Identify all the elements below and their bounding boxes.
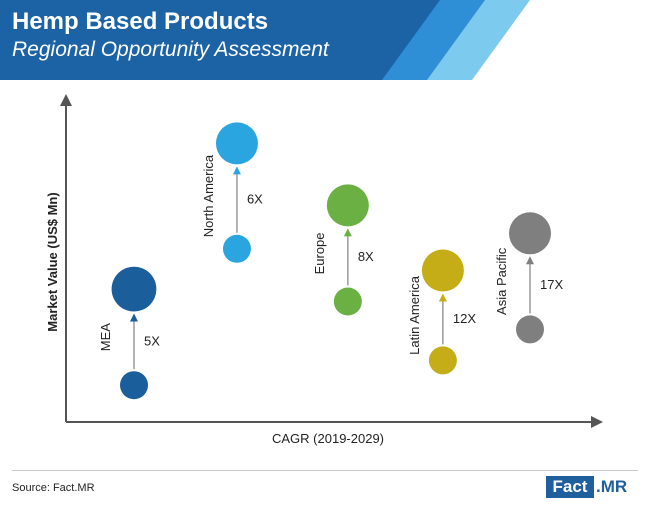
arrowhead-asia-pacific <box>526 256 534 265</box>
x-axis-label: CAGR (2019-2029) <box>272 431 384 446</box>
bubble-chart: Market Value (US$ Mn) CAGR (2019-2029) 5… <box>45 94 603 446</box>
bubble-start-latin-america <box>428 346 457 375</box>
arrowhead-mea <box>130 313 138 322</box>
bubble-end-asia-pacific <box>509 212 551 255</box>
chart-title: Hemp Based Products <box>12 8 269 35</box>
bubble-end-north-america <box>215 122 258 165</box>
bubble-start-mea <box>120 371 148 400</box>
growth-label-asia-pacific: 17X <box>540 277 563 292</box>
growth-label-europe: 8X <box>358 249 374 264</box>
x-axis-arrow <box>591 416 603 428</box>
y-axis-arrow <box>60 94 72 106</box>
bubble-end-mea <box>111 266 157 312</box>
chart-subtitle: Regional Opportunity Assessment <box>12 38 329 61</box>
bubble-end-latin-america <box>421 249 464 292</box>
bubble-start-asia-pacific <box>516 315 544 344</box>
brand-logo-box: Fact <box>546 476 594 498</box>
region-label-latin-america: Latin America <box>407 275 422 355</box>
source-note: Source: Fact.MR <box>12 482 95 494</box>
arrowhead-north-america <box>232 166 241 175</box>
y-axis-label: Market Value (US$ Mn) <box>45 192 60 331</box>
banner-main <box>0 0 440 80</box>
region-label-asia-pacific: Asia Pacific <box>494 247 509 315</box>
brand-logo-text: .MR <box>596 477 628 496</box>
bubble-start-north-america <box>222 234 251 263</box>
region-label-mea: MEA <box>98 323 113 352</box>
bubble-start-europe <box>333 287 362 316</box>
bubble-end-europe <box>326 184 369 227</box>
region-label-europe: Europe <box>312 232 327 274</box>
header-banner <box>0 0 530 80</box>
arrowhead-latin-america <box>438 293 447 302</box>
chart-marks: 5X MEA 6X North America 8X Europe 12X Latin Ame… <box>98 122 563 400</box>
growth-label-latin-america: 12X <box>453 311 476 326</box>
arrowhead-europe <box>343 228 352 237</box>
growth-label-mea: 5X <box>144 333 160 348</box>
region-label-north-america: North America <box>201 154 216 237</box>
footer-divider <box>12 470 638 471</box>
growth-label-north-america: 6X <box>247 192 263 207</box>
